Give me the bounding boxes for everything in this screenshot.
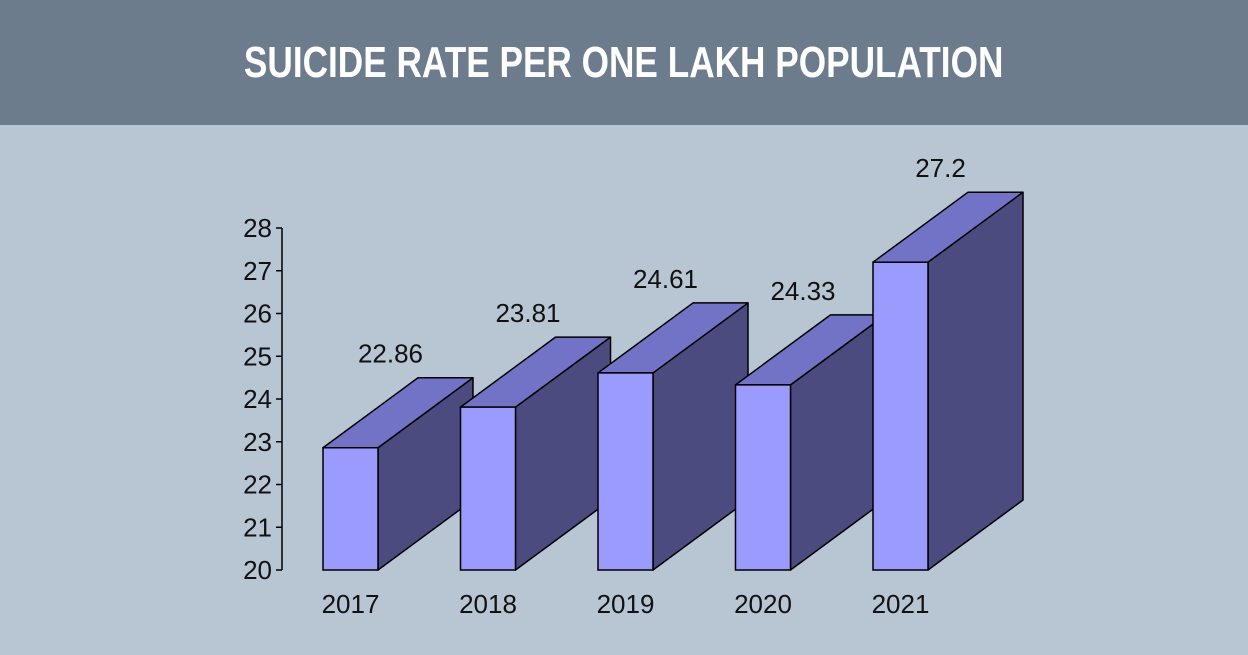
x-tick-label: 2019 xyxy=(597,589,655,619)
bar-2019 xyxy=(597,302,749,571)
value-label: 23.81 xyxy=(495,298,560,328)
bar-2021 xyxy=(872,191,1024,571)
bar-front-face xyxy=(734,384,792,571)
bar-2018 xyxy=(459,336,612,571)
value-label: 22.86 xyxy=(358,339,423,369)
y-tick-label: 28 xyxy=(243,213,272,243)
x-tick-label: 2020 xyxy=(734,589,792,619)
title-banner: SUICIDE RATE PER ONE LAKH POPULATION xyxy=(0,0,1248,125)
value-label: 27.2 xyxy=(915,153,966,183)
y-axis: 20 21 22 23 24 25 26 27 28 xyxy=(243,213,283,585)
y-tick-label: 25 xyxy=(243,341,272,371)
y-tick-label: 23 xyxy=(243,427,272,457)
bar-front-face xyxy=(322,446,379,571)
bar-2020 xyxy=(734,314,887,571)
bar-front-face xyxy=(459,406,517,571)
bars-layer xyxy=(322,191,1024,571)
y-tick-label: 26 xyxy=(243,299,272,329)
y-tick-label: 27 xyxy=(243,256,272,286)
x-tick-label: 2021 xyxy=(872,589,930,619)
chart-area: 20 21 22 23 24 25 26 27 28 22.86 2017 23.81 2018 24.… xyxy=(0,125,1248,650)
x-tick-label: 2017 xyxy=(322,589,380,619)
bar-2017 xyxy=(322,376,474,571)
y-tick-label: 20 xyxy=(243,555,272,585)
bar-front-face xyxy=(872,261,929,571)
x-tick-label: 2018 xyxy=(459,589,517,619)
y-tick-label: 22 xyxy=(243,470,272,500)
value-label: 24.33 xyxy=(770,276,835,306)
bar-front-face xyxy=(597,372,654,571)
labels-layer: 22.86 2017 23.81 2018 24.61 2019 24.33 2020 27.2… xyxy=(322,153,966,619)
value-label: 24.61 xyxy=(633,264,698,294)
y-tick-label: 21 xyxy=(243,512,272,542)
page-title: SUICIDE RATE PER ONE LAKH POPULATION xyxy=(244,37,1004,87)
y-tick-label: 24 xyxy=(243,384,272,414)
